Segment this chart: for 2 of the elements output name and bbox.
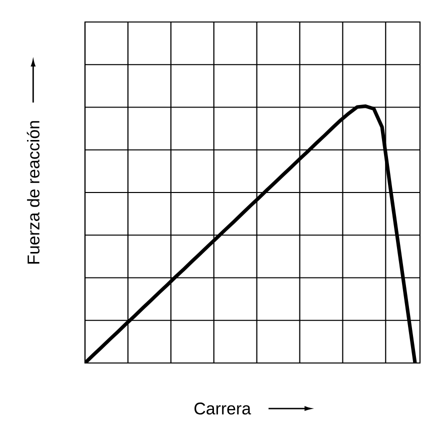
y-axis-title: Fuerza de reacción	[26, 121, 40, 264]
x-axis-title: Carrera	[194, 402, 252, 415]
